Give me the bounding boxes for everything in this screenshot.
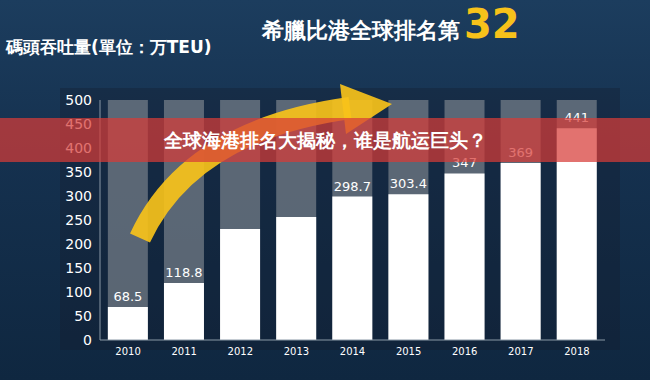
svg-text:68.5: 68.5 xyxy=(113,289,142,304)
html-text:全球海港排名大揭秘，谁是航运巨头？: 全球海港排名大揭秘，谁是航运巨头？ xyxy=(163,129,487,151)
svg-text:2012: 2012 xyxy=(228,346,253,357)
svg-text:150: 150 xyxy=(65,260,92,276)
svg-text:100: 100 xyxy=(65,284,92,300)
svg-text:300: 300 xyxy=(65,188,92,204)
svg-text:2011: 2011 xyxy=(171,346,196,357)
svg-text:2018: 2018 xyxy=(564,346,589,357)
svg-text:50: 50 xyxy=(74,308,92,324)
svg-text:2013: 2013 xyxy=(284,346,309,357)
svg-text:2017: 2017 xyxy=(508,346,533,357)
html-text:希臘比港全球排名第32: 希臘比港全球排名第32 xyxy=(262,1,520,47)
svg-text:118.8: 118.8 xyxy=(165,265,202,280)
svg-text:2010: 2010 xyxy=(115,346,140,357)
svg-text:2016: 2016 xyxy=(452,346,477,357)
svg-text:500: 500 xyxy=(65,92,92,108)
svg-text:0: 0 xyxy=(83,332,92,348)
html-text:碼頭吞吐量(單位：万TEU): 碼頭吞吐量(單位：万TEU) xyxy=(6,37,212,57)
svg-text:298.7: 298.7 xyxy=(334,179,371,194)
svg-text:347: 347 xyxy=(452,155,477,171)
svg-text:303.4: 303.4 xyxy=(390,176,427,191)
svg-text:200: 200 xyxy=(65,236,92,252)
svg-text:350: 350 xyxy=(65,164,92,180)
svg-text:2015: 2015 xyxy=(396,346,421,357)
svg-text:250: 250 xyxy=(65,212,92,228)
svg-text:2014: 2014 xyxy=(340,346,365,357)
